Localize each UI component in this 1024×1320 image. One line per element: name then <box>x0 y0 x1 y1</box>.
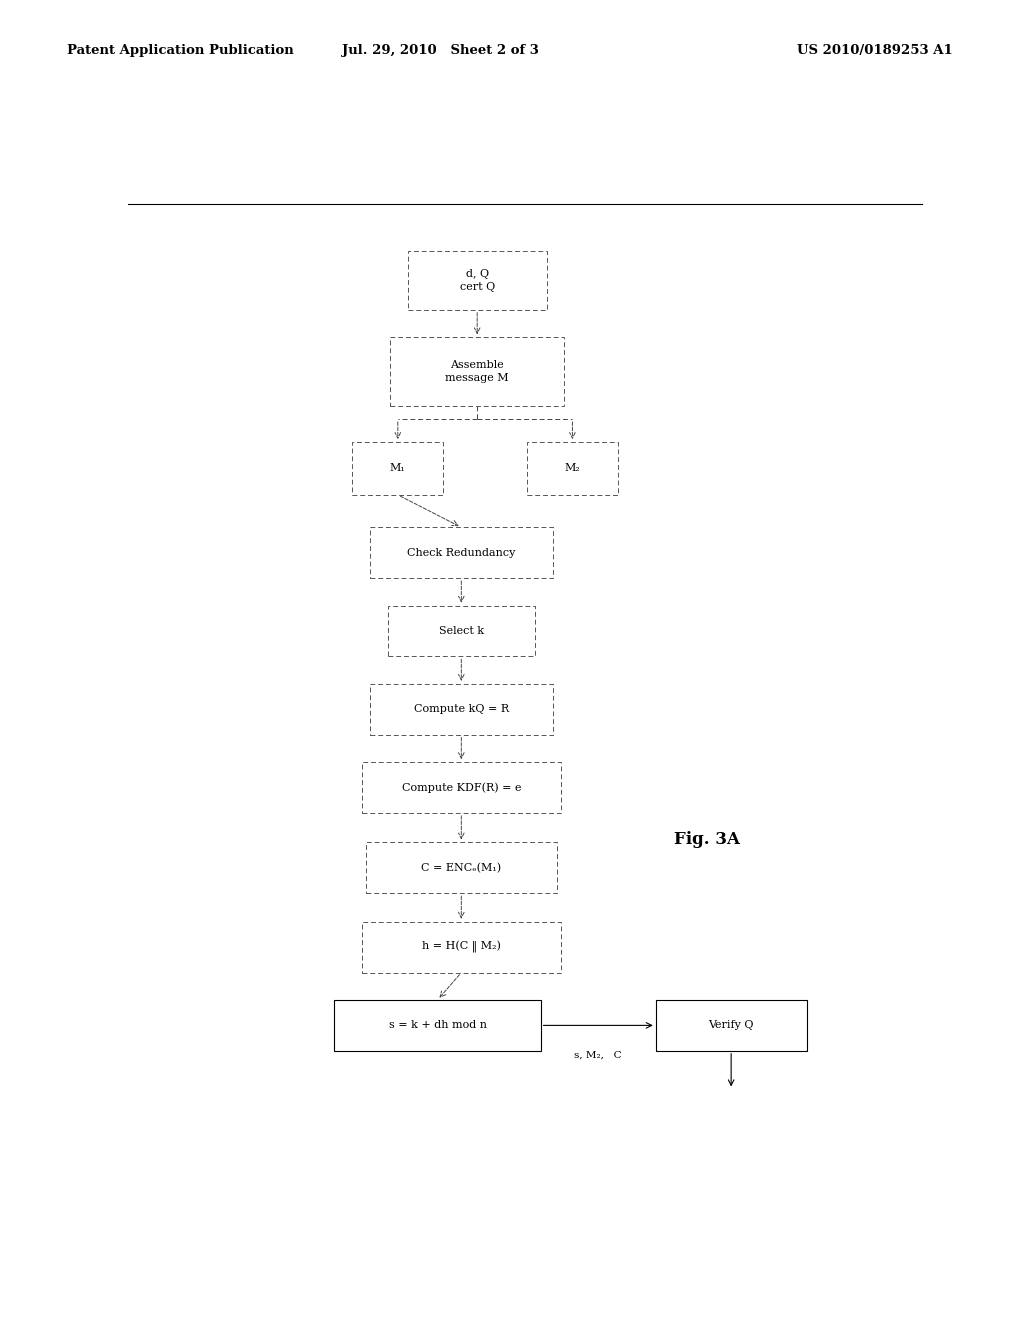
Text: M₁: M₁ <box>390 463 406 474</box>
Text: Verify Q: Verify Q <box>709 1020 754 1031</box>
Text: d, Q
cert Q: d, Q cert Q <box>460 269 495 292</box>
Bar <box>390 338 564 407</box>
Bar <box>526 442 618 495</box>
Bar <box>362 921 560 973</box>
Bar <box>352 442 443 495</box>
Text: US 2010/0189253 A1: US 2010/0189253 A1 <box>797 44 952 57</box>
Text: Check Redundancy: Check Redundancy <box>408 548 515 558</box>
Bar <box>370 528 553 578</box>
Bar <box>370 684 553 735</box>
Text: Patent Application Publication: Patent Application Publication <box>67 44 293 57</box>
Bar <box>388 606 535 656</box>
Bar <box>334 1001 541 1051</box>
Text: s, M₂,   C: s, M₂, C <box>574 1051 622 1060</box>
Text: Compute KDF(R) = e: Compute KDF(R) = e <box>401 783 521 793</box>
Text: h = H(C ‖ M₂): h = H(C ‖ M₂) <box>422 941 501 953</box>
Bar <box>362 762 560 813</box>
Text: s = k + dh mod n: s = k + dh mod n <box>388 1020 486 1031</box>
Text: Jul. 29, 2010   Sheet 2 of 3: Jul. 29, 2010 Sheet 2 of 3 <box>342 44 539 57</box>
Bar <box>367 842 557 894</box>
Text: Assemble
message M: Assemble message M <box>445 360 509 383</box>
Text: Select k: Select k <box>438 626 484 636</box>
Text: Compute kQ = R: Compute kQ = R <box>414 705 509 714</box>
Text: C = ENCₑ(M₁): C = ENCₑ(M₁) <box>421 863 502 873</box>
Text: M₂: M₂ <box>564 463 581 474</box>
Bar <box>655 1001 807 1051</box>
Text: Fig. 3A: Fig. 3A <box>675 830 740 847</box>
Bar <box>408 251 547 310</box>
